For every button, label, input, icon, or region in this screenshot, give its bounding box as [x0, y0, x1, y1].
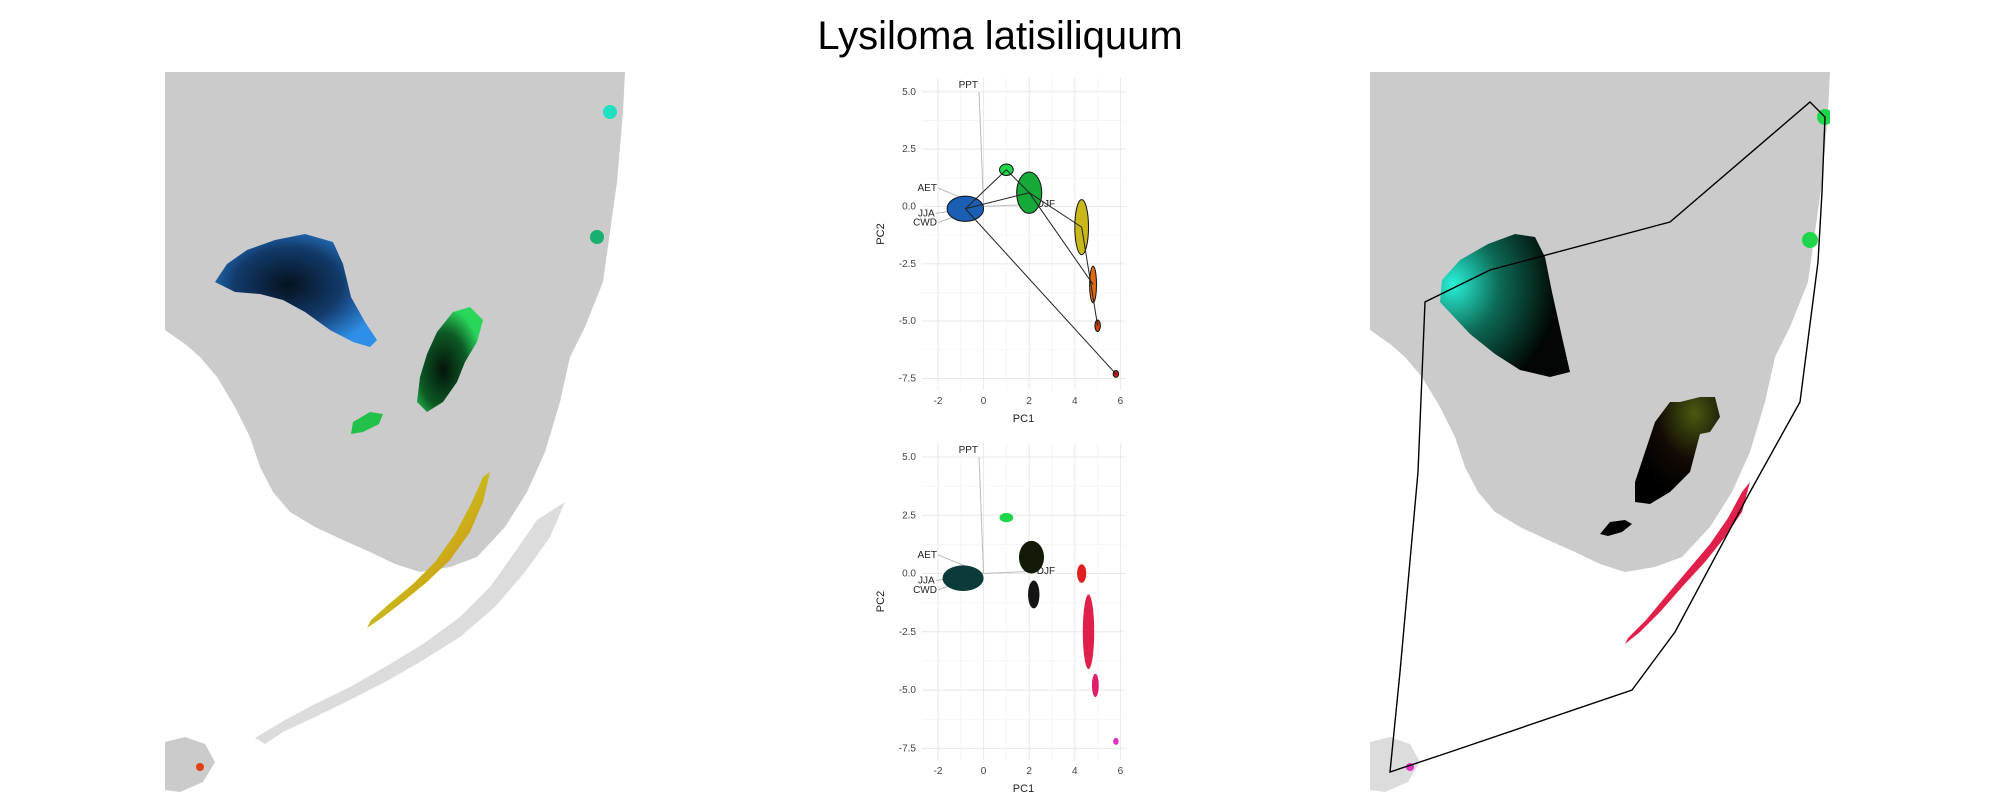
x-tick-label: 2 [1026, 396, 1032, 407]
range-southwest-orange [196, 763, 204, 771]
y-tick-label: -7.5 [899, 743, 917, 754]
loading-label: AET [918, 550, 937, 561]
cluster-point [1091, 673, 1099, 698]
x-axis-label: PC1 [1013, 783, 1034, 795]
y-tick-label: 0.0 [902, 569, 916, 580]
loading-label: PPT [959, 445, 978, 456]
cluster-link [965, 192, 1030, 210]
x-tick-label: 4 [1072, 766, 1078, 777]
loading-label: JJA [918, 576, 935, 587]
chart-title: Lysiloma latisiliquum [817, 14, 1183, 58]
cluster-link [964, 169, 1007, 210]
x-tick-label: 6 [1118, 766, 1124, 777]
convex-hull-outline [1389, 101, 1826, 774]
cluster-point [1082, 594, 1095, 670]
loading-label: JJA [918, 208, 935, 219]
loading-label: CWD [913, 585, 937, 596]
y-axis-label: PC2 [875, 591, 887, 612]
loading-label: DJF [1037, 199, 1055, 210]
cluster-point [1077, 564, 1087, 583]
loading-label: CWD [913, 218, 937, 229]
range-green-small [351, 412, 383, 434]
loading-arrow [978, 91, 985, 207]
cluster-point [1113, 737, 1119, 745]
southwest-land [165, 737, 215, 792]
cluster-point [942, 565, 984, 592]
cluster-link [1081, 227, 1099, 326]
range-olive [1635, 397, 1720, 504]
y-tick-label: -2.5 [899, 627, 917, 638]
map-left [165, 72, 625, 792]
range-teal [1440, 234, 1570, 377]
y-tick-label: 2.5 [902, 510, 916, 521]
peninsula-land [165, 72, 625, 572]
y-axis-label: PC2 [875, 223, 887, 244]
y-tick-label: 5.0 [902, 452, 916, 463]
range-north-green [590, 230, 604, 244]
y-tick-label: -5.0 [899, 685, 917, 696]
cluster-link [964, 208, 1117, 375]
x-tick-label: 2 [1026, 766, 1032, 777]
x-tick-label: 0 [981, 396, 987, 407]
y-tick-label: -5.0 [899, 316, 917, 327]
cluster-link [1028, 192, 1094, 285]
keys-land-right [1370, 737, 1420, 792]
y-tick-label: 2.5 [902, 144, 916, 155]
y-tick-label: 5.0 [902, 87, 916, 98]
y-tick-label: 0.0 [902, 201, 916, 212]
range-blue [215, 234, 377, 347]
x-tick-label: 6 [1118, 396, 1124, 407]
peninsula-land-right [1370, 72, 1830, 572]
loading-label: AET [918, 183, 937, 194]
y-tick-label: -7.5 [899, 374, 917, 385]
x-tick-label: -2 [934, 766, 943, 777]
range-mid-green-right [1802, 232, 1818, 248]
cluster-point [1094, 319, 1101, 333]
x-axis-label: PC1 [1013, 413, 1034, 425]
range-north-teal [603, 105, 617, 119]
range-green [417, 307, 483, 412]
y-tick-label: -2.5 [899, 259, 917, 270]
map-right [1370, 72, 1830, 792]
cluster-point [999, 512, 1014, 523]
loading-label: DJF [1037, 566, 1055, 577]
cluster-point [1028, 580, 1040, 609]
x-tick-label: 0 [981, 766, 987, 777]
cluster-link [1006, 169, 1030, 194]
cluster-point [1018, 540, 1045, 574]
loading-arrow [978, 456, 985, 574]
cluster-link [1028, 192, 1082, 228]
x-tick-label: 4 [1072, 396, 1078, 407]
loading-label: PPT [959, 80, 978, 91]
x-tick-label: -2 [934, 396, 943, 407]
keys-land [255, 502, 565, 744]
loading-arrow [983, 570, 1034, 575]
range-black-small [1600, 520, 1632, 536]
